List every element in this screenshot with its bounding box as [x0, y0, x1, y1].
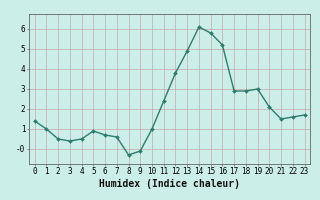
X-axis label: Humidex (Indice chaleur): Humidex (Indice chaleur) — [99, 179, 240, 189]
